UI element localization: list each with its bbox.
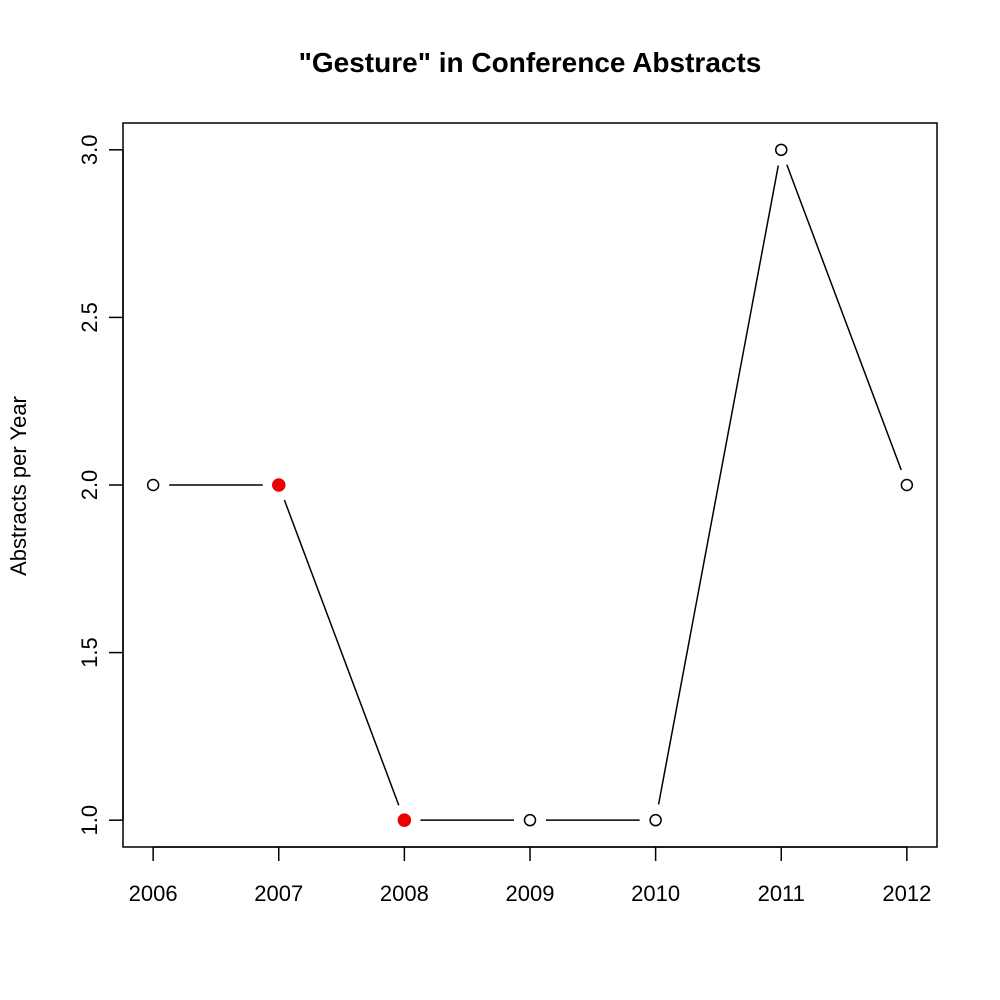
series-segment (283, 499, 400, 806)
highlighted-data-point (272, 478, 286, 492)
data-point (146, 478, 160, 492)
y-tick-label: 2.5 (77, 302, 102, 333)
series-segment (657, 165, 780, 805)
y-tick-label: 1.0 (77, 805, 102, 836)
x-tick-label: 2007 (254, 881, 303, 906)
x-tick-label: 2011 (758, 881, 805, 906)
y-tick-label: 2.0 (77, 470, 102, 501)
chart-title: "Gesture" in Conference Abstracts (299, 47, 762, 78)
y-axis-label: Abstracts per Year (6, 396, 31, 576)
series-segment (786, 164, 902, 471)
y-axis: 1.0 1.5 2.0 2.5 3.0 (77, 135, 124, 836)
series-line (169, 164, 902, 821)
x-tick-label: 2006 (129, 881, 178, 906)
y-tick-label: 3.0 (77, 135, 102, 166)
x-tick-label: 2010 (631, 881, 680, 906)
highlighted-data-point (397, 813, 412, 827)
data-point (900, 478, 914, 492)
series-points (146, 143, 914, 827)
data-point (523, 813, 537, 827)
x-tick-label: 2009 (506, 881, 555, 906)
x-tick-label: 2012 (882, 881, 931, 906)
data-point (649, 813, 662, 827)
data-point (774, 143, 788, 157)
y-tick-label: 1.5 (77, 637, 102, 668)
x-axis: 2006 2007 2008 2009 2010 2011 2012 (129, 846, 931, 906)
x-tick-label: 2008 (380, 881, 429, 906)
